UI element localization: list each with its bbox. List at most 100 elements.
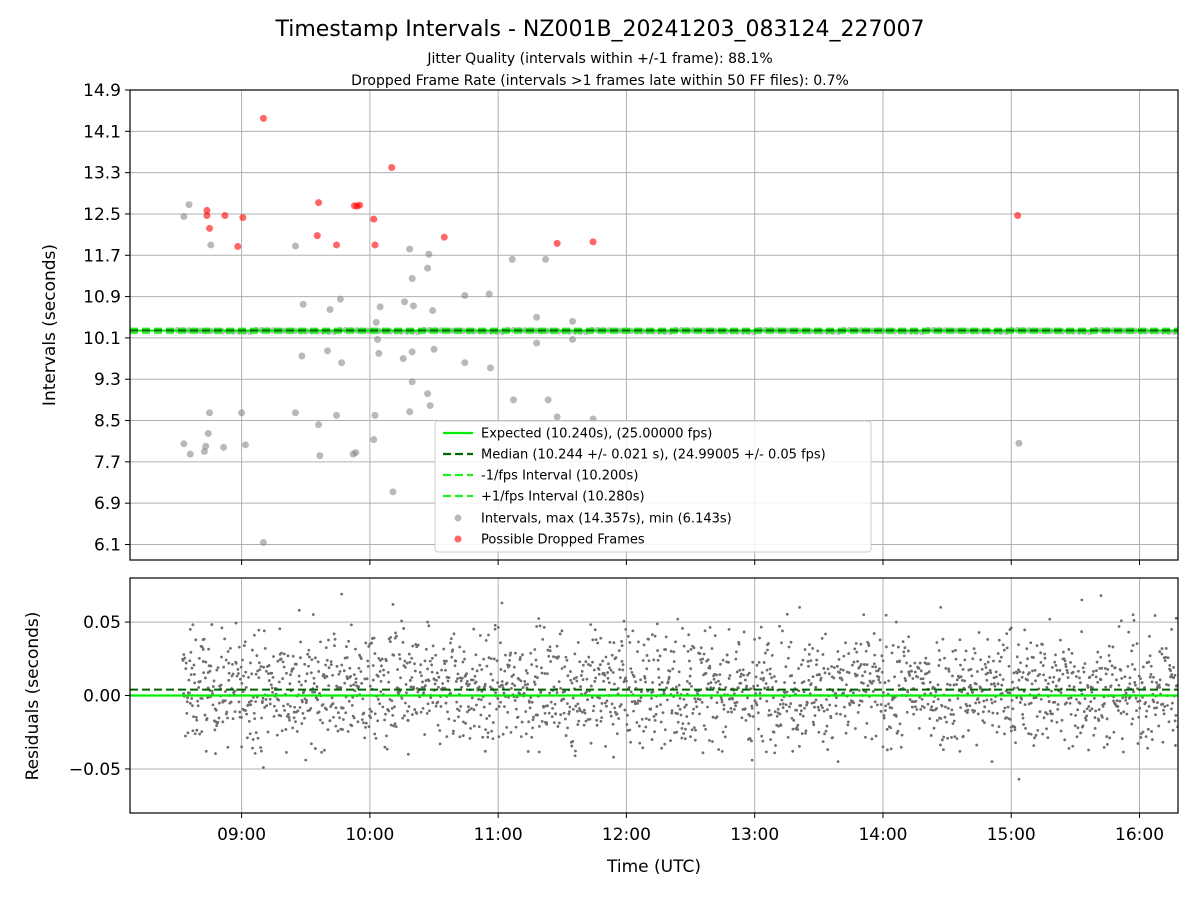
residual-point (529, 696, 533, 700)
residual-point (660, 746, 663, 750)
residual-point (1075, 735, 1079, 739)
residual-point (426, 620, 429, 624)
residual-point (336, 711, 340, 715)
residual-point (1062, 650, 1065, 654)
residual-point (411, 644, 415, 648)
residual-point (785, 690, 789, 694)
residual-point (522, 692, 526, 695)
residual-point (515, 716, 519, 719)
residual-point (284, 728, 288, 731)
residual-point (1060, 718, 1064, 722)
residual-point (1139, 677, 1142, 681)
residual-point (893, 675, 896, 679)
residual-point (453, 719, 456, 723)
residual-point (363, 736, 367, 740)
residual-point (847, 671, 851, 675)
residual-point (530, 735, 534, 739)
residual-point (1169, 669, 1173, 673)
residual-point (186, 731, 190, 735)
residual-point (327, 684, 331, 688)
residual-point (559, 686, 563, 690)
interval-point (180, 440, 188, 448)
interval-point (569, 335, 577, 343)
residual-point (383, 745, 387, 749)
residual-point (554, 712, 558, 716)
residual-point (1025, 647, 1029, 651)
residual-point (317, 670, 321, 673)
residual-point (624, 627, 628, 631)
residual-point (507, 695, 510, 699)
residual-point (902, 650, 906, 654)
intervals-panel: 6.16.97.78.59.310.110.911.712.513.314.11… (40, 81, 1179, 565)
residual-point (672, 650, 676, 654)
residual-point (720, 697, 724, 701)
residual-point (1079, 731, 1083, 735)
residual-point (374, 736, 378, 740)
residual-point (677, 670, 681, 674)
residual-point (538, 624, 542, 628)
residual-point (679, 713, 683, 717)
residual-point (423, 733, 427, 736)
residual-point (376, 697, 380, 701)
residual-point (254, 672, 258, 676)
residual-point (1171, 728, 1175, 732)
residual-point (1006, 705, 1010, 709)
residual-point (373, 712, 377, 716)
residual-point (1124, 691, 1128, 695)
residual-point (508, 653, 512, 657)
residual-point (366, 665, 370, 668)
interval-point (424, 264, 432, 272)
residuals-plot-area (130, 592, 1178, 781)
residual-point (982, 699, 986, 703)
interval-point (533, 339, 541, 347)
residual-point (471, 667, 474, 671)
residual-point (747, 671, 751, 675)
residual-point (917, 667, 921, 670)
residual-point (360, 681, 364, 685)
residual-point (589, 741, 593, 745)
residual-point (723, 735, 727, 739)
residual-point (944, 666, 948, 670)
intervals-y-tick-label: 13.3 (83, 164, 121, 184)
residual-point (927, 662, 931, 666)
residual-point (676, 720, 680, 724)
residual-point (557, 721, 561, 725)
residual-point (1041, 664, 1045, 667)
residual-point (767, 713, 771, 717)
residual-point (288, 704, 292, 708)
residual-point (261, 700, 264, 703)
residual-point (805, 701, 809, 705)
residuals-panel: −0.050.000.05 09:00 10:00 11:00 12:00 13:00 1… (23, 577, 1179, 877)
residual-point (1167, 683, 1170, 687)
residual-point (1174, 616, 1178, 620)
residual-point (190, 697, 194, 700)
residual-point (460, 685, 463, 689)
residual-point (342, 669, 346, 673)
residual-point (238, 710, 242, 714)
residual-point (1143, 686, 1146, 689)
residual-point (733, 701, 737, 705)
residual-point (948, 683, 952, 687)
residual-point (864, 690, 868, 694)
residual-point (1110, 664, 1114, 668)
residual-point (438, 729, 442, 732)
residual-point (784, 665, 788, 669)
residual-point (499, 700, 502, 704)
residual-point (462, 650, 466, 654)
residual-point (548, 649, 552, 653)
residual-point (939, 605, 943, 609)
residual-point (900, 670, 903, 674)
residual-point (1173, 673, 1177, 677)
residual-point (325, 708, 328, 711)
residual-point (478, 634, 482, 637)
residual-point (442, 647, 446, 651)
residual-point (1161, 740, 1165, 744)
residual-point (386, 670, 390, 674)
residual-point (1076, 708, 1080, 712)
residual-point (647, 637, 650, 641)
residual-point (258, 668, 262, 672)
residual-point (608, 666, 611, 670)
residual-point (468, 682, 471, 686)
residual-point (303, 697, 307, 701)
residual-point (1087, 748, 1090, 752)
